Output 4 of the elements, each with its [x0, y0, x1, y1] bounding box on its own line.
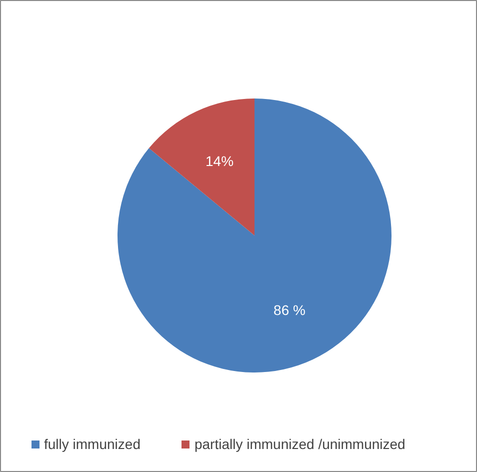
data-label: 14%	[205, 153, 234, 170]
data-label: 86 %	[274, 302, 306, 318]
legend-label: fully immunized	[44, 436, 140, 452]
legend-label: partially immunized /unimmunized	[194, 436, 406, 452]
